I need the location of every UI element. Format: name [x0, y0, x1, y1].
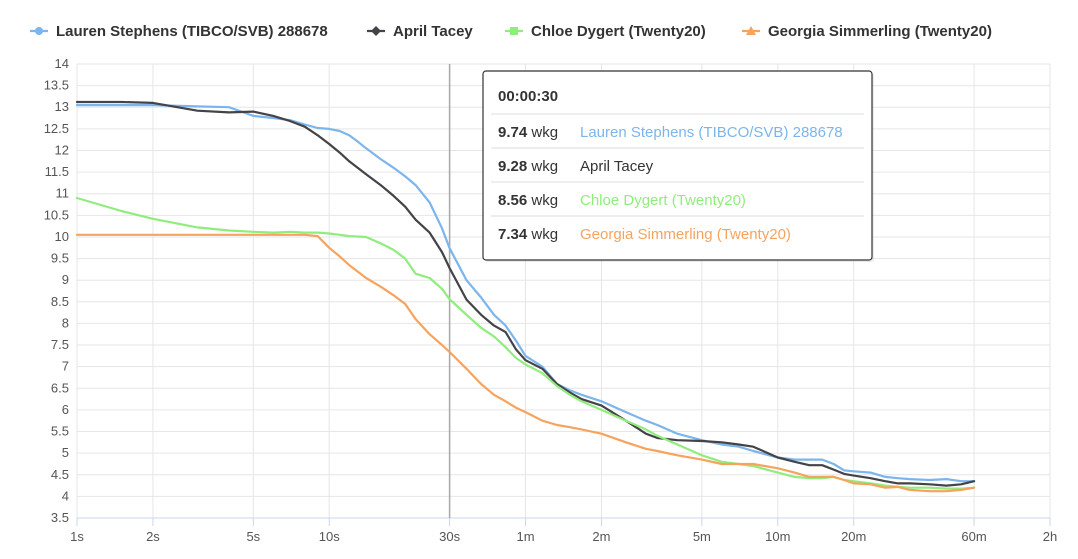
y-tick-label: 4	[62, 488, 69, 503]
tooltip-box	[482, 70, 873, 261]
legend-item-2: April Tacey	[367, 23, 473, 40]
y-tick-label: 3.5	[51, 510, 69, 525]
x-tick-label: 10s	[319, 529, 340, 544]
tooltip-value-number: 8.56	[498, 192, 527, 209]
x-tick-label: 1m	[517, 529, 535, 544]
y-tick-label: 6	[62, 402, 69, 417]
series-line-2	[75, 100, 976, 487]
x-tick-label: 2s	[146, 529, 160, 544]
y-tick-label: 12.5	[44, 121, 69, 136]
legend-item-1: Lauren Stephens (TIBCO/SVB) 288678	[30, 23, 328, 40]
axes: 3.5 4 4.5 5 5.5 6 6.5 7 7.5 8 8.5 9 9.5 10 10.5 11 11.5 1…	[44, 56, 1058, 544]
y-tick-label: 9.5	[51, 251, 69, 266]
legend-item-4: Georgia Simmerling (Twenty20)	[742, 23, 992, 40]
tooltip: 00:00:30 9.74 wkg Lauren Stephens (TIBCO/S…	[482, 70, 874, 262]
tooltip-value-unit: wkg	[527, 158, 558, 175]
x-tick-label: 5s	[246, 529, 260, 544]
x-tick-label: 5m	[693, 529, 711, 544]
x-tick-label: 20m	[841, 529, 866, 544]
x-tick-label: 2m	[592, 529, 610, 544]
series-line-1	[75, 104, 976, 483]
y-tick-label: 6.5	[51, 380, 69, 395]
y-tick-label: 13.5	[44, 78, 69, 93]
legend-marker-diamond	[371, 26, 381, 36]
tooltip-row-value: 9.28 wkg	[498, 158, 558, 175]
y-tick-label: 9	[62, 272, 69, 287]
y-tick-label: 5.5	[51, 424, 69, 439]
y-tick-label: 4.5	[51, 467, 69, 482]
y-tick-label: 8	[62, 315, 69, 330]
legend-label: Lauren Stephens (TIBCO/SVB) 288678	[56, 23, 328, 40]
x-tick-label: 2h	[1043, 529, 1057, 544]
y-tick-label: 7.5	[51, 337, 69, 352]
tooltip-value-unit: wkg	[527, 192, 558, 209]
y-tick-label: 7	[62, 359, 69, 374]
x-tick-label: 10m	[765, 529, 790, 544]
y-tick-label: 14	[55, 56, 69, 71]
y-tick-label: 10.5	[44, 207, 69, 222]
y-tick-label: 10	[55, 229, 69, 244]
y-tick-label: 13	[55, 99, 69, 114]
y-tick-label: 11.5	[45, 164, 69, 179]
tooltip-row-name: Lauren Stephens (TIBCO/SVB) 288678	[580, 124, 843, 141]
tooltip-value-number: 7.34	[498, 226, 528, 243]
y-tick-label: 5	[62, 445, 69, 460]
tooltip-row-name: Georgia Simmerling (Twenty20)	[580, 226, 791, 243]
legend-marker-circle	[35, 27, 43, 35]
legend-marker-triangle	[746, 26, 756, 35]
tooltip-row-value: 9.74 wkg	[498, 124, 558, 141]
y-tick-label: 12	[55, 142, 69, 157]
legend: Lauren Stephens (TIBCO/SVB) 288678 April …	[30, 23, 992, 40]
tooltip-row-name: Chloe Dygert (Twenty20)	[580, 192, 746, 209]
legend-item-3: Chloe Dygert (Twenty20)	[505, 23, 706, 40]
tooltip-value-number: 9.28	[498, 158, 527, 175]
tooltip-value-number: 9.74	[498, 124, 528, 141]
x-tick-label: 30s	[439, 529, 460, 544]
tooltip-value-unit: wkg	[527, 124, 558, 141]
legend-label: April Tacey	[393, 23, 473, 40]
series-lines	[75, 100, 976, 493]
tooltip-value-unit: wkg	[527, 226, 558, 243]
legend-marker-square	[510, 27, 518, 35]
legend-label: Georgia Simmerling (Twenty20)	[768, 23, 992, 40]
x-tick-label: 60m	[961, 529, 986, 544]
tooltip-time: 00:00:30	[498, 88, 558, 105]
tooltip-row-value: 7.34 wkg	[498, 226, 558, 243]
tooltip-row-name: April Tacey	[580, 158, 654, 175]
x-tick-label: 1s	[70, 529, 84, 544]
series-line-4	[75, 233, 976, 493]
tooltip-row-value: 8.56 wkg	[498, 192, 558, 209]
y-tick-label: 11	[56, 186, 70, 201]
legend-label: Chloe Dygert (Twenty20)	[531, 23, 706, 40]
y-tick-label: 8.5	[51, 294, 69, 309]
